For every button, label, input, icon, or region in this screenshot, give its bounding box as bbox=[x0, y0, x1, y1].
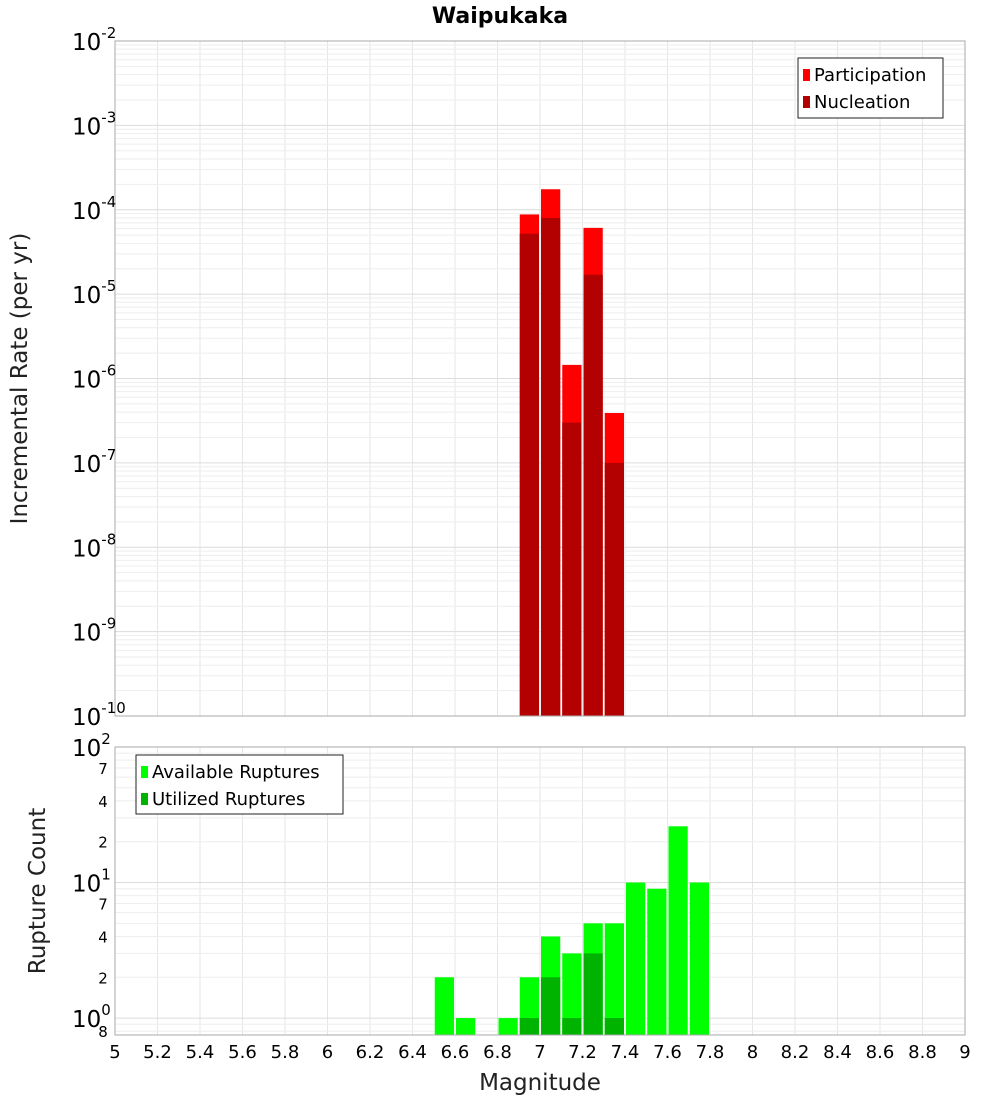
legend-swatch bbox=[141, 766, 148, 778]
y-tick-label: 10-3 bbox=[72, 108, 116, 140]
y-tick-label: 10-7 bbox=[72, 446, 116, 478]
x-tick-label: 8 bbox=[747, 1042, 758, 1063]
participation-panel: 10-2 10-3 10-4 10-5 10-6 10-7 10-8 10-9 10-10 In… bbox=[7, 24, 966, 731]
y-tick-label: 10-10 bbox=[72, 699, 126, 731]
y-tick-label: 10-9 bbox=[72, 615, 116, 647]
count-bar-secondary bbox=[583, 953, 603, 1035]
y-tick-label: 101 bbox=[72, 866, 111, 898]
y-minor-tick-label: 2 bbox=[98, 969, 108, 987]
legend-swatch bbox=[803, 69, 810, 81]
y-minor-tick-label: 2 bbox=[98, 834, 108, 852]
x-tick-label: 8.6 bbox=[866, 1042, 895, 1063]
x-tick-label: 8.4 bbox=[823, 1042, 852, 1063]
x-tick-label: 5.2 bbox=[143, 1042, 172, 1063]
legend-label: Available Ruptures bbox=[152, 762, 320, 783]
x-tick-label: 5.8 bbox=[271, 1042, 300, 1063]
x-tick-label: 6 bbox=[322, 1042, 333, 1063]
count-bar-primary bbox=[604, 923, 624, 1035]
x-tick-label: 6.6 bbox=[441, 1042, 470, 1063]
top-plot-frame bbox=[114, 40, 966, 717]
count-bar-primary bbox=[647, 888, 667, 1035]
count-bar-secondary bbox=[519, 1018, 539, 1035]
bottom-bars bbox=[434, 826, 709, 1035]
chart-title: Waipukaka bbox=[432, 4, 568, 29]
y-minor-tick-label: 4 bbox=[98, 928, 108, 946]
legend-swatch bbox=[141, 793, 148, 805]
bottom-y-ticks: 102 101 100 7 4 2 7 4 2 8 bbox=[72, 730, 111, 1041]
x-tick-label: 7.4 bbox=[611, 1042, 640, 1063]
count-bar-primary bbox=[456, 1018, 476, 1035]
legend-label: Utilized Ruptures bbox=[152, 789, 305, 810]
top-grid bbox=[114, 40, 966, 717]
x-tick-label: 6.2 bbox=[356, 1042, 385, 1063]
x-tick-label: 8.2 bbox=[781, 1042, 810, 1063]
x-tick-label: 7.6 bbox=[653, 1042, 682, 1063]
y-minor-tick-label: 8 bbox=[98, 1023, 108, 1041]
count-bar-primary bbox=[498, 1018, 518, 1035]
legend-frame bbox=[135, 754, 344, 815]
x-tick-label: 7 bbox=[534, 1042, 545, 1063]
legend-label: Nucleation bbox=[814, 92, 910, 113]
y-tick-label: 102 bbox=[72, 730, 111, 762]
x-tick-label: 6.8 bbox=[483, 1042, 512, 1063]
rate-bar-secondary bbox=[519, 233, 539, 716]
x-tick-label: 5.4 bbox=[186, 1042, 215, 1063]
y-minor-tick-label: 4 bbox=[98, 793, 108, 811]
top-y-axis-label: Incremental Rate (per yr) bbox=[7, 233, 33, 525]
x-tick-label: 5 bbox=[109, 1042, 120, 1063]
count-bar-secondary bbox=[541, 977, 561, 1035]
y-tick-label: 10-6 bbox=[72, 362, 116, 394]
x-tick-label: 5.6 bbox=[228, 1042, 257, 1063]
y-minor-tick-label: 7 bbox=[98, 896, 108, 914]
y-tick-label: 10-5 bbox=[72, 277, 116, 309]
count-bar-primary bbox=[562, 953, 582, 1035]
rate-bar-secondary bbox=[604, 462, 624, 716]
x-tick-label: 8.8 bbox=[908, 1042, 937, 1063]
bottom-plot-frame bbox=[114, 746, 966, 1036]
y-tick-label: 100 bbox=[72, 1001, 111, 1033]
top-y-ticks: 10-2 10-3 10-4 10-5 10-6 10-7 10-8 10-9 10-10 bbox=[72, 24, 126, 731]
y-tick-label: 10-4 bbox=[72, 193, 116, 225]
x-tick-label: 9 bbox=[959, 1042, 970, 1063]
x-tick-label: 7.2 bbox=[568, 1042, 597, 1063]
rate-bar-secondary bbox=[583, 274, 603, 716]
top-legend: Participation Nucleation bbox=[797, 57, 944, 119]
rate-bar-secondary bbox=[562, 422, 582, 716]
x-tick-label: 7.8 bbox=[696, 1042, 725, 1063]
legend-frame bbox=[797, 57, 944, 119]
x-axis-label: Magnitude bbox=[479, 1070, 601, 1096]
y-tick-label: 10-2 bbox=[72, 24, 116, 56]
rupture-count-panel: 102 101 100 7 4 2 7 4 2 8 5 5.2 5.4 5.6 5.8 6 6.2 6.4 6.6… bbox=[25, 730, 971, 1096]
rate-bar-secondary bbox=[541, 217, 561, 716]
legend-swatch bbox=[803, 96, 810, 108]
count-bar-secondary bbox=[562, 1018, 582, 1035]
count-bar-secondary bbox=[604, 1018, 624, 1035]
count-bar-primary bbox=[626, 882, 646, 1035]
bottom-grid bbox=[114, 746, 966, 1035]
top-bars bbox=[519, 189, 624, 717]
count-bar-primary bbox=[434, 977, 454, 1035]
count-bar-primary bbox=[689, 882, 709, 1035]
bottom-legend: Available Ruptures Utilized Ruptures bbox=[135, 754, 344, 815]
count-bar-primary bbox=[668, 826, 688, 1035]
legend-label: Participation bbox=[814, 65, 926, 86]
bottom-y-axis-label: Rupture Count bbox=[25, 808, 51, 974]
y-minor-tick-label: 7 bbox=[98, 760, 108, 778]
y-tick-label: 10-8 bbox=[72, 530, 116, 562]
x-tick-label: 6.4 bbox=[398, 1042, 427, 1063]
x-ticks: 5 5.2 5.4 5.6 5.8 6 6.2 6.4 6.6 6.8 7 7.2 7.4 7.6 7.8 8… bbox=[109, 1042, 970, 1063]
